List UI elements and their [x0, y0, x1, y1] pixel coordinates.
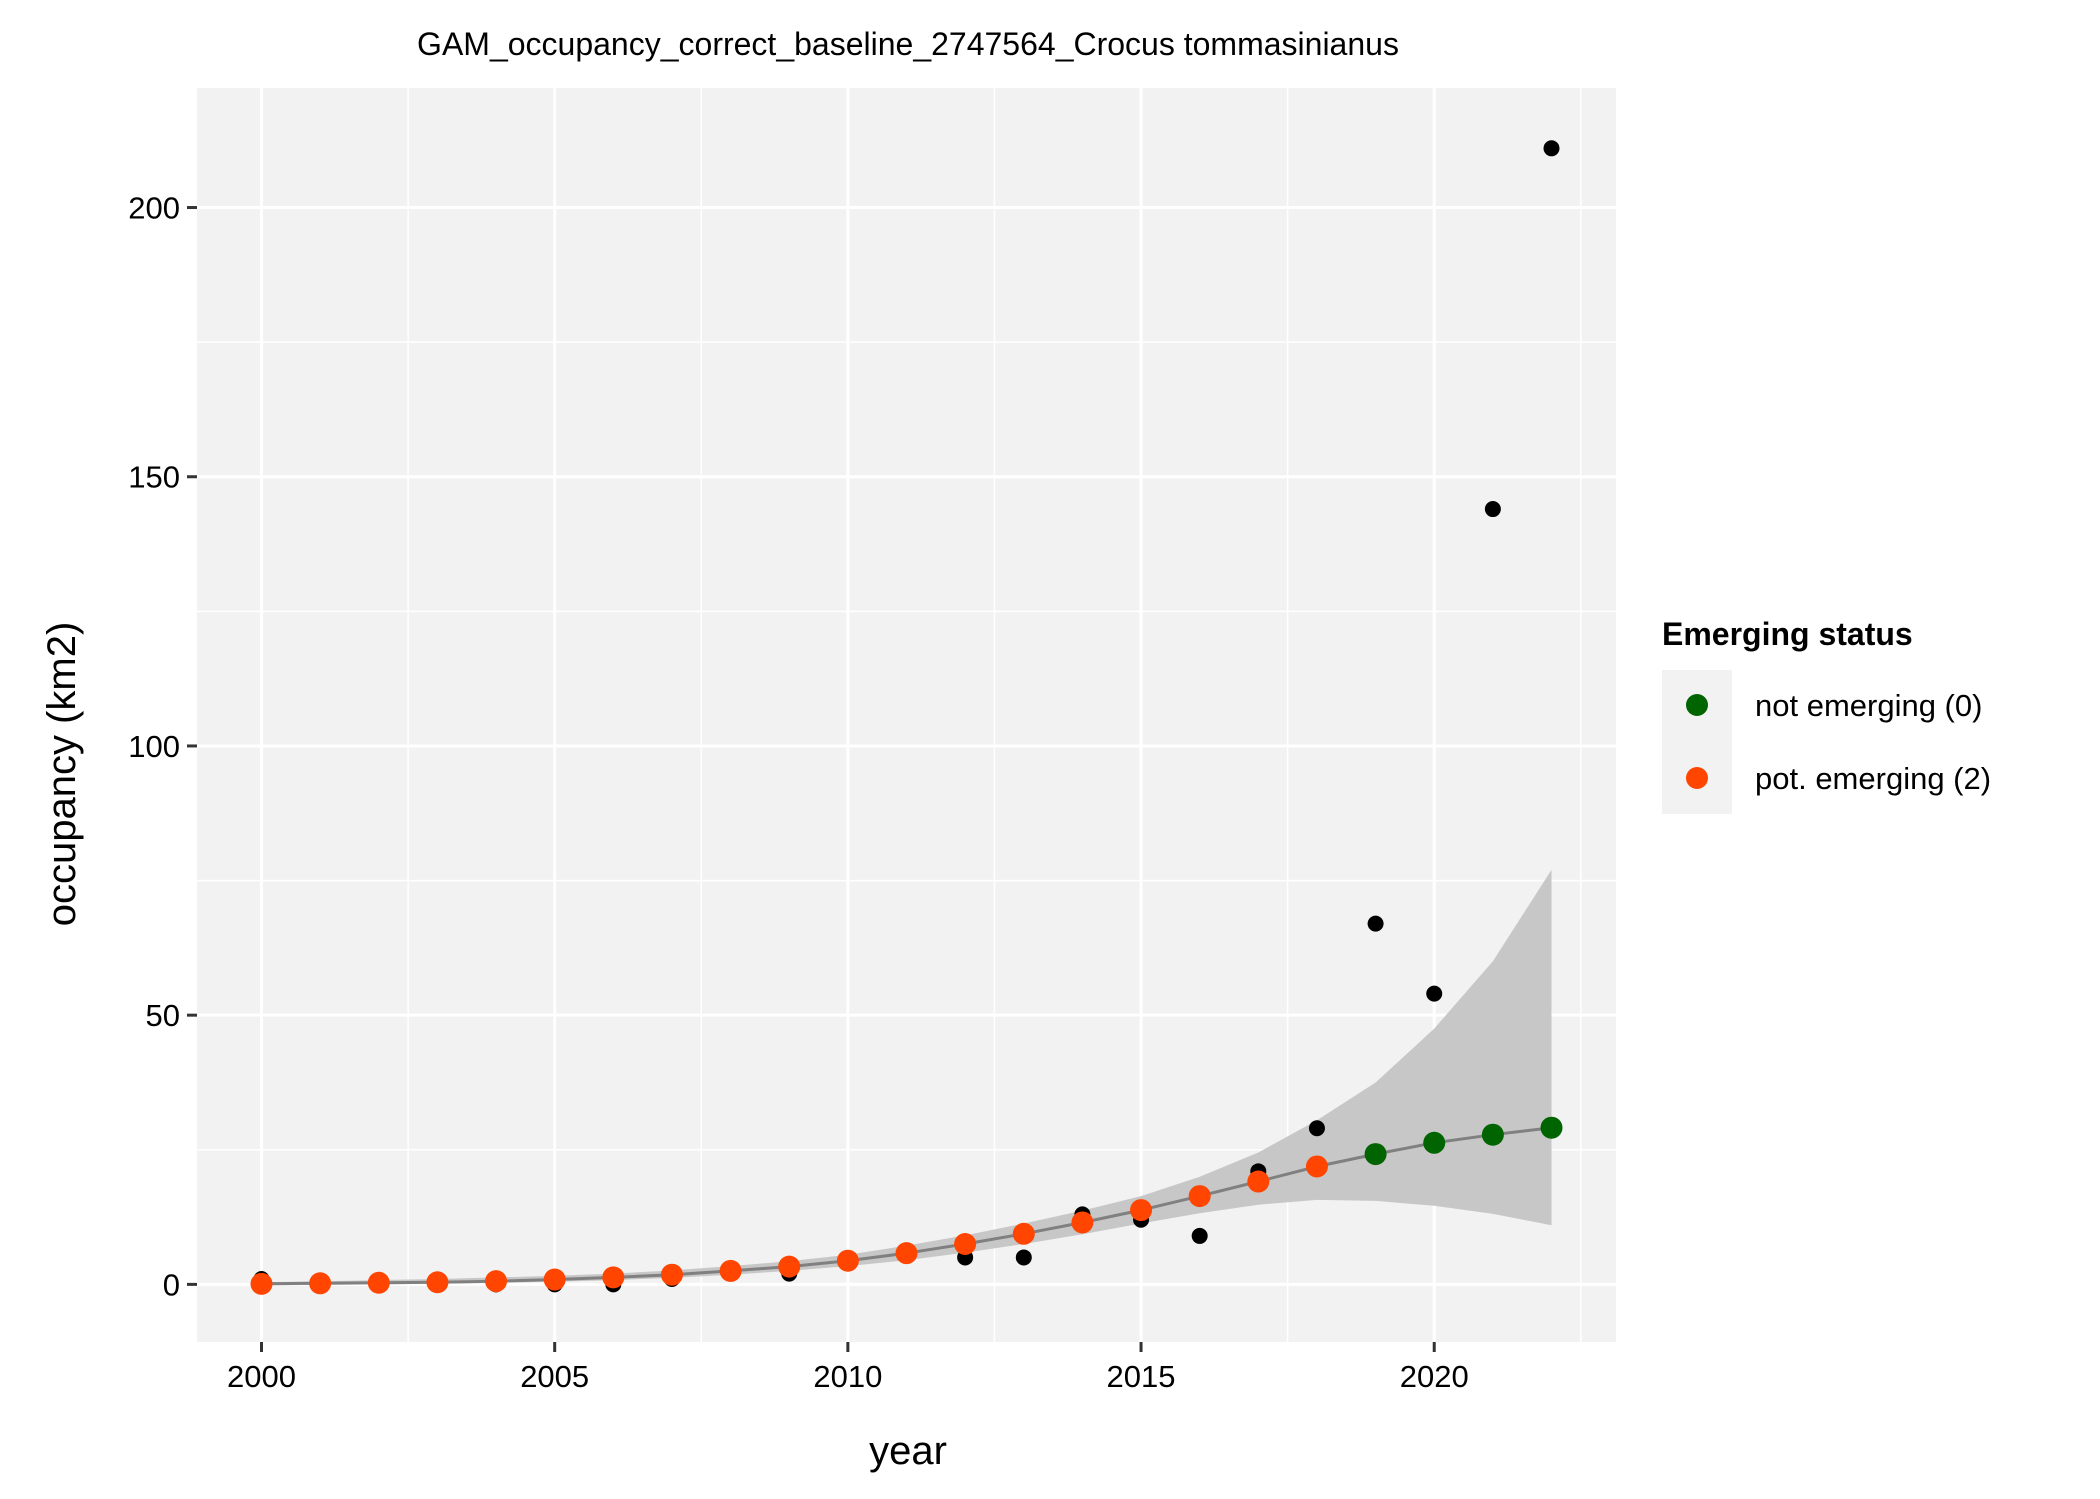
fitted-point-pot-emerging [778, 1255, 801, 1278]
y-axis: 0 50 100 150 200 [128, 191, 197, 1302]
legend-title: Emerging status [1662, 616, 1913, 652]
observed-point [1015, 1249, 1032, 1266]
x-tick-label: 2010 [813, 1359, 882, 1394]
x-tick-label: 2000 [227, 1359, 296, 1394]
legend-label: pot. emerging (2) [1755, 761, 1991, 796]
fitted-point-pot-emerging [836, 1249, 859, 1272]
fitted-point-pot-emerging [1012, 1222, 1035, 1245]
fitted-point-pot-emerging [1188, 1185, 1211, 1208]
y-tick-label: 150 [128, 460, 180, 495]
fitted-point-pot-emerging [660, 1263, 683, 1286]
observed-point [1191, 1227, 1208, 1244]
legend-entries: not emerging (0) pot. emerging (2) [1686, 688, 1991, 796]
fitted-point-not-emerging [1364, 1143, 1387, 1166]
legend-key-dot [1686, 694, 1708, 716]
fitted-point-pot-emerging [1130, 1199, 1153, 1222]
fitted-point-pot-emerging [543, 1268, 566, 1291]
fitted-point-pot-emerging [1071, 1211, 1094, 1234]
legend-key-dot [1686, 767, 1708, 789]
y-tick-label: 0 [163, 1267, 180, 1302]
legend-key-background [1662, 670, 1732, 814]
observed-point [1308, 1120, 1325, 1137]
minor-gridlines [197, 88, 1616, 1342]
x-axis-title: year [869, 1429, 947, 1473]
fitted-point-pot-emerging [426, 1271, 449, 1294]
fitted-point-pot-emerging [602, 1266, 625, 1289]
x-tick-label: 2015 [1107, 1359, 1176, 1394]
x-tick-label: 2020 [1400, 1359, 1469, 1394]
fitted-points [250, 1116, 1563, 1295]
fitted-point-pot-emerging [309, 1272, 332, 1295]
fitted-point-pot-emerging [1305, 1155, 1328, 1178]
observed-point [1367, 915, 1384, 932]
fitted-point-pot-emerging [954, 1233, 977, 1256]
fitted-point-not-emerging [1481, 1123, 1504, 1146]
y-tick-label: 50 [146, 998, 180, 1033]
confidence-band [261, 869, 1552, 1286]
fitted-point-pot-emerging [1247, 1170, 1270, 1193]
observed-point [1543, 140, 1560, 157]
fitted-point-not-emerging [1423, 1131, 1446, 1154]
fitted-point-pot-emerging [367, 1271, 390, 1294]
observed-point [1484, 501, 1501, 518]
observed-point [1426, 985, 1443, 1002]
fitted-point-pot-emerging [485, 1270, 508, 1293]
fitted-point-pot-emerging [719, 1259, 742, 1282]
fitted-point-not-emerging [1540, 1116, 1563, 1139]
y-axis-title: occupancy (km2) [40, 622, 84, 927]
fitted-point-pot-emerging [895, 1242, 918, 1265]
y-tick-label: 200 [128, 191, 180, 226]
fitted-point-pot-emerging [250, 1272, 273, 1295]
legend: Emerging status not emerging (0) pot. eme… [1662, 616, 1991, 814]
legend-label: not emerging (0) [1755, 688, 1982, 723]
y-tick-label: 100 [128, 729, 180, 764]
chart-title: GAM_occupancy_correct_baseline_2747564_C… [417, 26, 1399, 62]
x-tick-label: 2005 [520, 1359, 589, 1394]
x-axis: 2000 2005 2010 2015 2020 [227, 1342, 1469, 1394]
